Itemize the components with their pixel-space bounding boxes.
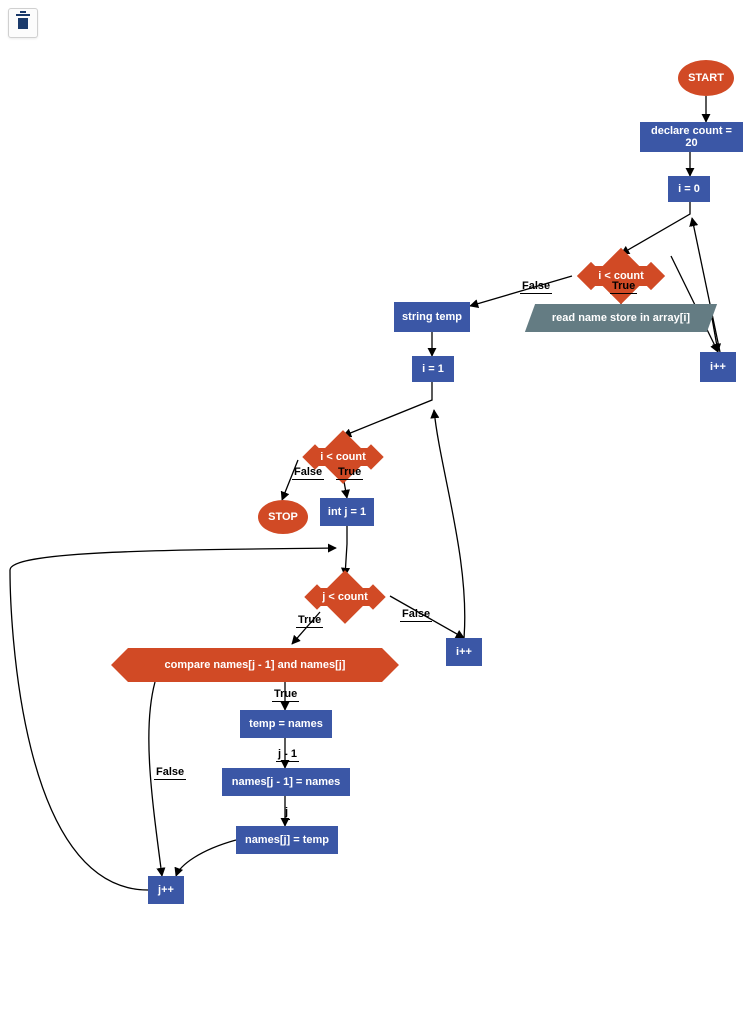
node-label: i = 0 [678, 183, 700, 195]
node-tempn[interactable]: temp = names [240, 710, 332, 738]
node-label: i++ [710, 361, 726, 373]
node-label: START [688, 72, 724, 84]
node-label: STOP [268, 511, 298, 523]
node-label: i = 1 [422, 363, 444, 375]
node-label: compare names[j - 1] and names[j] [165, 659, 346, 671]
node-decision-compare[interactable]: compare names[j - 1] and names[j] [110, 648, 400, 682]
node-i1[interactable]: i = 1 [412, 356, 454, 382]
node-label: i++ [456, 646, 472, 658]
node-start[interactable]: START [678, 60, 734, 96]
node-stop[interactable]: STOP [258, 500, 308, 534]
edge-label-false: False [520, 280, 552, 294]
edge-label-j: j [283, 806, 290, 820]
node-ipp2[interactable]: i++ [446, 638, 482, 666]
node-intj[interactable]: int j = 1 [320, 498, 374, 526]
node-readname[interactable]: read name store in array[i] [530, 304, 712, 332]
edge-label-false: False [292, 466, 324, 480]
trash-icon [18, 18, 28, 29]
node-label: j++ [158, 884, 174, 896]
node-label: j < count [322, 591, 368, 603]
edge-label-false: False [400, 608, 432, 622]
edge-label-true: True [296, 614, 323, 628]
node-string-temp[interactable]: string temp [394, 302, 470, 332]
node-decision-jcount[interactable]: j < count [300, 578, 390, 616]
node-njtemp[interactable]: names[j] = temp [236, 826, 338, 854]
node-label: i < count [320, 451, 366, 463]
edge-label-jminus1: j - 1 [276, 748, 299, 762]
delete-button[interactable] [8, 8, 38, 38]
node-label: names[j] = temp [245, 834, 329, 846]
node-ipp[interactable]: i++ [700, 352, 736, 382]
node-declare[interactable]: declare count = 20 [640, 122, 743, 152]
edge-label-true: True [272, 688, 299, 702]
node-label: int j = 1 [328, 506, 366, 518]
edge-label-true: True [610, 280, 637, 294]
node-i0[interactable]: i = 0 [668, 176, 710, 202]
node-label: read name store in array[i] [552, 312, 690, 324]
edge-label-false: False [154, 766, 186, 780]
node-label: declare count = 20 [646, 125, 737, 149]
node-label: names[j - 1] = names [232, 776, 341, 788]
node-jpp[interactable]: j++ [148, 876, 184, 904]
node-label: temp = names [249, 718, 323, 730]
node-njm1[interactable]: names[j - 1] = names [222, 768, 350, 796]
node-label: string temp [402, 311, 462, 323]
flowchart-canvas: START declare count = 20 i = 0 i < count… [0, 0, 743, 1024]
edge-label-true: True [336, 466, 363, 480]
